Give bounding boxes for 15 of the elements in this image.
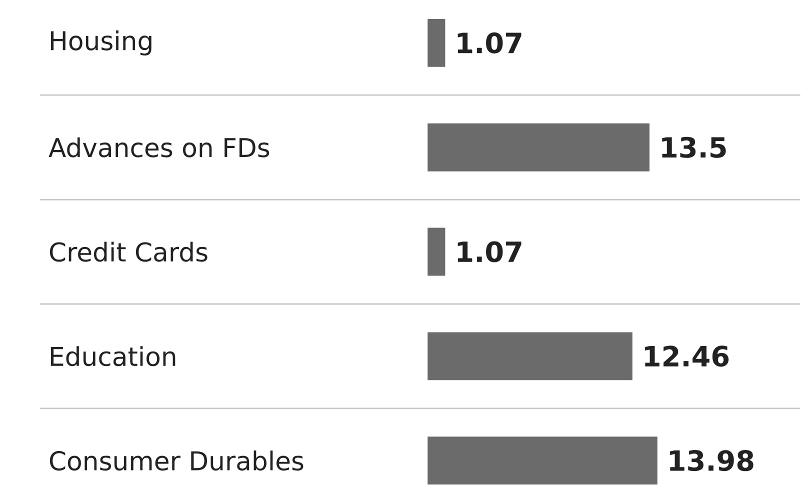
data-label: 13.5 [662, 137, 726, 158]
data-label: 12.46 [645, 346, 729, 367]
y-tick-label: Housing [51, 30, 152, 56]
y-tick-label: Advances on FDs [48, 138, 270, 158]
bar [428, 436, 658, 485]
y-tick-label: Consumer Durables [50, 450, 304, 471]
bar [428, 228, 446, 276]
data-label: 13.98 [670, 450, 754, 472]
y-tick-label: Credit Cards [50, 242, 208, 262]
bar [428, 332, 632, 380]
data-label: 1.07 [458, 241, 522, 263]
bar [428, 19, 446, 68]
y-tick-label: Education [51, 346, 176, 366]
bar [428, 124, 650, 172]
data-label: 1.07 [458, 32, 522, 54]
